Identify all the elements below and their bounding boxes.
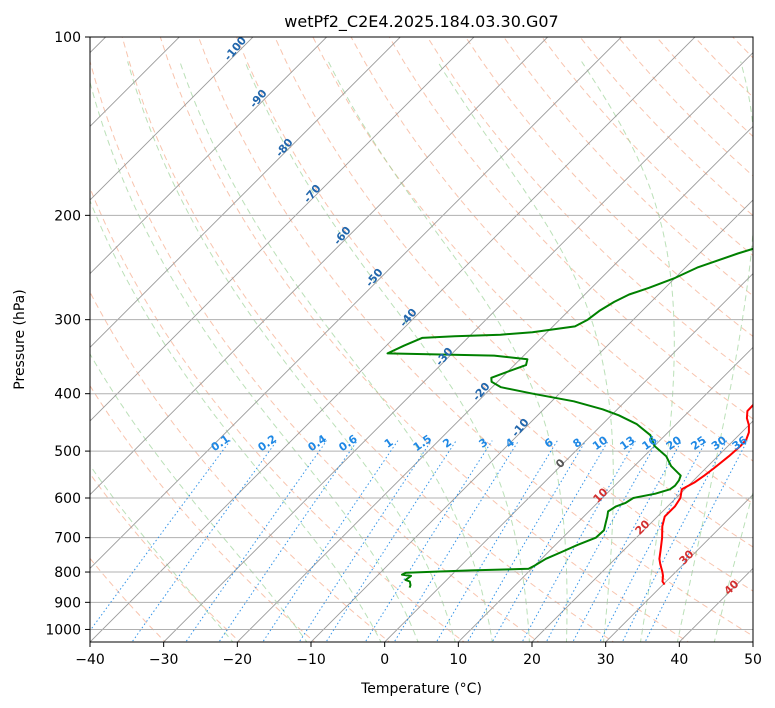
dry-adiabat-line xyxy=(388,37,753,420)
isotherm-line xyxy=(310,199,753,642)
y-axis-label: Pressure (hPa) xyxy=(12,289,28,389)
y-tick-label: 200 xyxy=(54,208,81,224)
dry-adiabat-line xyxy=(426,37,753,378)
mixing-ratio-line xyxy=(466,440,587,642)
dewpoint-trace xyxy=(386,247,753,588)
mixing-ratio-line xyxy=(599,440,707,642)
temperature-trace xyxy=(658,403,753,586)
isotherm-line xyxy=(90,37,696,642)
y-axis: 100 200 300 400 500 600 700 800 900 1000 xyxy=(45,30,90,638)
x-tick-label: 50 xyxy=(744,652,762,668)
isotherm-line xyxy=(90,37,328,275)
y-tick-label: 600 xyxy=(54,491,81,507)
x-axis-label: Temperature (°C) xyxy=(360,681,482,697)
plot-frame xyxy=(89,36,754,643)
mixing-ratio-line xyxy=(572,440,683,642)
mixing-ratio-line xyxy=(621,440,728,642)
mixing-ratio-line xyxy=(325,440,457,642)
mixing-ratio-line xyxy=(131,440,278,642)
y-tick-label: 900 xyxy=(54,595,81,611)
mixing-ratio-line xyxy=(393,440,520,642)
isotherm-line xyxy=(457,346,753,642)
x-tick-label: −10 xyxy=(296,652,326,668)
moist-adiabat-line xyxy=(90,199,382,642)
isotherm-line xyxy=(605,494,753,642)
dry-adiabat-line xyxy=(159,37,690,642)
dry-adiabat-line xyxy=(236,37,753,592)
isotherm-line xyxy=(90,37,622,569)
x-tick-label: 30 xyxy=(597,652,615,668)
x-tick-label: 10 xyxy=(449,652,467,668)
dry-adiabat-line xyxy=(198,37,753,637)
isotherm-line xyxy=(384,273,753,642)
y-tick-label: 100 xyxy=(54,30,81,46)
y-tick-label: 400 xyxy=(54,387,81,403)
mixing-ratio-line xyxy=(491,440,609,642)
x-axis: −40 −30 −20 −10 0 10 20 30 40 50 xyxy=(75,642,762,668)
isotherm-line xyxy=(90,37,254,201)
y-tick-label: 300 xyxy=(54,313,81,329)
isotherm-line xyxy=(236,125,753,642)
plot-background xyxy=(90,37,753,642)
y-tick-label: 500 xyxy=(54,444,81,460)
mixing-ratio-line xyxy=(185,440,328,642)
y-tick-label: 700 xyxy=(54,531,81,547)
isotherm-line xyxy=(90,37,549,496)
mixing-ratio-line xyxy=(545,440,659,642)
mixing-ratio-line xyxy=(435,440,558,642)
data-lines xyxy=(386,247,753,588)
mixing-ratio-line xyxy=(521,440,637,642)
chart-title: wetPf2_C2E4.2025.184.03.30.G07 xyxy=(284,12,558,32)
dry-adiabat-line xyxy=(312,37,753,505)
isotherm-line xyxy=(531,420,753,642)
mixing-ratio-line xyxy=(298,440,432,642)
y-tick-label: 1000 xyxy=(45,622,81,638)
dry-adiabat-line xyxy=(90,186,465,642)
mixing-ratio-line xyxy=(364,440,493,642)
dry-adiabat-line xyxy=(350,37,753,462)
x-tick-label: −20 xyxy=(223,652,253,668)
background-lines xyxy=(90,37,753,642)
x-tick-label: 0 xyxy=(380,652,389,668)
x-tick-label: −40 xyxy=(75,652,105,668)
x-tick-label: 20 xyxy=(523,652,541,668)
x-tick-label: 40 xyxy=(670,652,688,668)
isotherm-line xyxy=(90,37,475,422)
isotherm-line xyxy=(90,37,401,348)
mixing-ratio-line xyxy=(262,440,399,642)
y-tick-label: 800 xyxy=(54,565,81,581)
x-tick-label: −30 xyxy=(149,652,179,668)
isotherm-line xyxy=(163,52,753,642)
